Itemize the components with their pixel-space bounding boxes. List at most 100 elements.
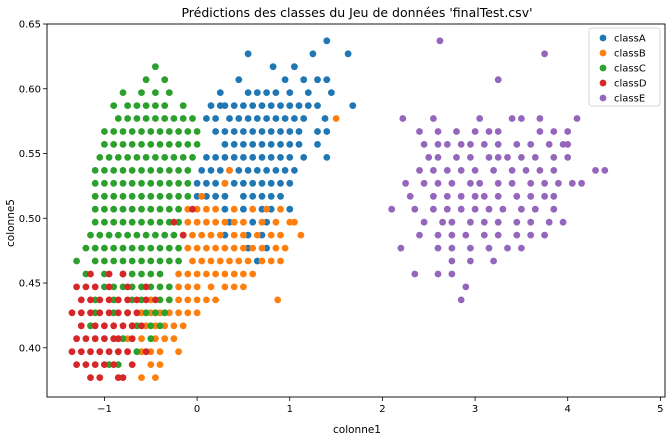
classB-point (222, 219, 229, 226)
classA-point (212, 115, 219, 122)
classA-point (249, 141, 256, 148)
classC-point (166, 258, 173, 265)
classA-point (240, 180, 247, 187)
classB-point (291, 219, 298, 226)
classE-point (435, 180, 442, 187)
classC-point (157, 245, 164, 252)
classC-point (166, 193, 173, 200)
classD-point (96, 309, 103, 316)
classE-point (467, 258, 474, 265)
classE-point (518, 206, 525, 213)
classC-point (184, 141, 191, 148)
classE-point (435, 141, 442, 148)
classC-point (138, 206, 145, 213)
classE-point (476, 180, 483, 187)
y-tick-label: 0.40 (19, 343, 41, 354)
classA-point (226, 115, 233, 122)
classE-point (449, 219, 456, 226)
classE-point (430, 115, 437, 122)
classE-point (578, 180, 585, 187)
classE-point (574, 115, 581, 122)
classE-point (546, 141, 553, 148)
classC-point (110, 128, 117, 135)
classC-point (143, 309, 150, 316)
classC-point (120, 219, 127, 226)
classE-point (421, 141, 428, 148)
classE-point (449, 271, 456, 278)
legend-label-classE: classE (614, 94, 645, 105)
classD-point (96, 297, 103, 304)
classA-point (296, 102, 303, 109)
classE-point (509, 167, 516, 174)
classB-point (217, 232, 224, 239)
classE-point (527, 232, 534, 239)
classB-point (298, 232, 305, 239)
classA-point (277, 154, 284, 161)
classB-point (203, 206, 210, 213)
classB-point (249, 245, 256, 252)
classA-point (328, 89, 335, 96)
classC-point (110, 258, 117, 265)
classC-point (147, 193, 154, 200)
classA-point (286, 206, 293, 213)
classC-point (120, 141, 127, 148)
classE-point (411, 271, 418, 278)
classC-point (189, 154, 196, 161)
classC-point (152, 154, 159, 161)
classC-point (138, 141, 145, 148)
classD-point (73, 335, 80, 342)
classB-point (273, 219, 280, 226)
classA-point (212, 193, 219, 200)
classB-point (175, 271, 182, 278)
legend-marker-classD (600, 80, 607, 87)
classB-point (277, 206, 284, 213)
classB-point (259, 258, 266, 265)
classB-point (240, 271, 247, 278)
classA-point (231, 154, 238, 161)
classC-point (166, 141, 173, 148)
x-tick-label: 2 (379, 404, 385, 415)
classA-point (268, 193, 275, 200)
classB-point (198, 193, 205, 200)
classC-point (143, 154, 150, 161)
classD-point (106, 271, 113, 278)
classA-point (240, 206, 247, 213)
classB-point (245, 258, 252, 265)
classB-point (198, 232, 205, 239)
classD-point (143, 348, 150, 355)
classE-point (411, 206, 418, 213)
classA-point (286, 102, 293, 109)
classD-point (78, 297, 85, 304)
classB-point (231, 219, 238, 226)
x-tick-label: 5 (657, 404, 663, 415)
classB-point (194, 245, 201, 252)
classC-point (180, 115, 187, 122)
classC-point (152, 89, 159, 96)
classD-point (115, 309, 122, 316)
classE-point (518, 115, 525, 122)
classD-point (120, 271, 127, 278)
classA-point (222, 102, 229, 109)
classE-point (472, 206, 479, 213)
y-axis-label: colonne5 (5, 199, 17, 247)
classE-point (467, 141, 474, 148)
classE-point (532, 206, 539, 213)
classB-point (222, 245, 229, 252)
classC-point (129, 193, 136, 200)
classC-point (161, 232, 168, 239)
classD-point (124, 348, 131, 355)
classB-point (184, 284, 191, 291)
classE-point (430, 206, 437, 213)
classC-point (147, 219, 154, 226)
classC-point (124, 232, 131, 239)
classA-point (263, 89, 270, 96)
classA-point (245, 89, 252, 96)
classC-point (120, 245, 127, 252)
classA-point (268, 141, 275, 148)
classC-point (124, 154, 131, 161)
classC-point (189, 115, 196, 122)
classD-point (129, 361, 136, 368)
classB-point (240, 284, 247, 291)
classD-point (134, 297, 141, 304)
classC-point (134, 348, 141, 355)
